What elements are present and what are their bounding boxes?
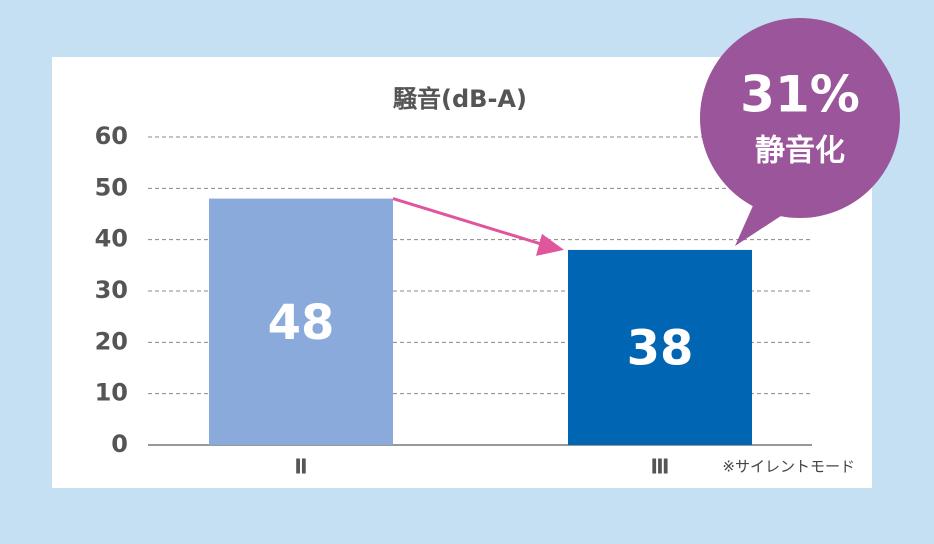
value-label: 48	[268, 295, 335, 351]
bar	[209, 198, 393, 445]
value-label: 38	[627, 320, 694, 376]
y-tick-label: 10	[95, 379, 128, 407]
callout-bubble	[700, 18, 900, 218]
note: ※サイレントモード	[722, 458, 855, 476]
callout-text: 静音化	[755, 134, 845, 169]
y-tick-label: 0	[111, 430, 128, 458]
arrow-head	[536, 233, 564, 256]
y-tick-label: 50	[95, 173, 128, 201]
callout-value: 31%	[740, 66, 860, 124]
bar	[568, 249, 752, 445]
y-tick-label: 30	[95, 276, 128, 304]
chart-title: 騒音(dB-A)	[393, 85, 527, 113]
x-tick-label: Ⅱ	[294, 455, 307, 479]
arrow-line	[392, 197, 555, 250]
y-tick-label: 60	[95, 122, 128, 150]
x-tick-label: Ⅲ	[651, 455, 670, 479]
y-tick-label: 40	[95, 225, 128, 253]
y-tick-label: 20	[95, 327, 128, 355]
